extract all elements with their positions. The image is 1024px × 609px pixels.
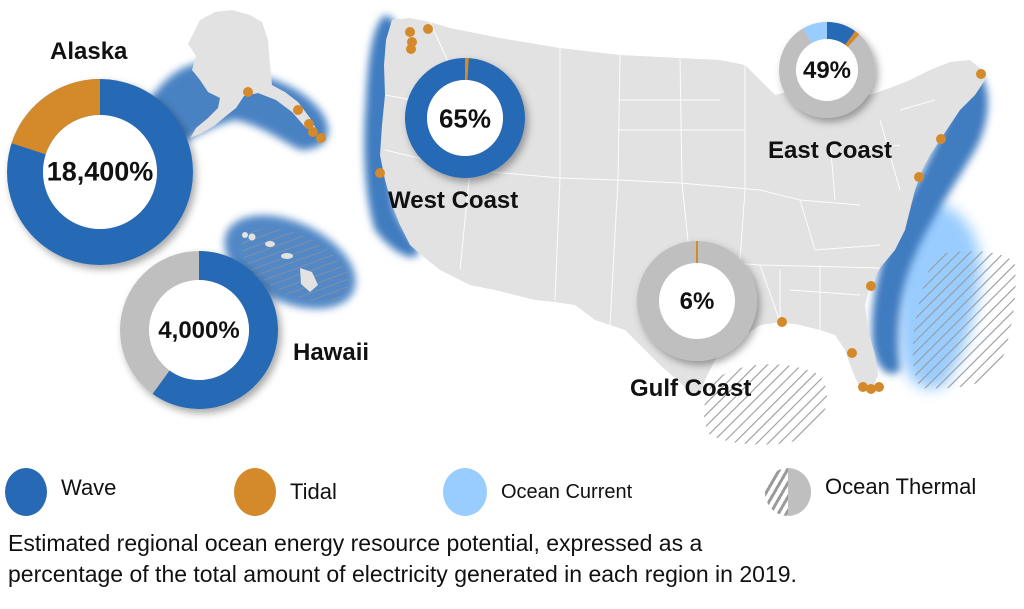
donut-east-coast	[779, 21, 875, 118]
gulf-ocean-thermal-zone	[703, 364, 828, 445]
alaska-value: 18,400%	[46, 156, 154, 187]
donut-west-coast	[405, 58, 525, 178]
wave-swatch-icon	[5, 468, 47, 516]
legend-item-tidal: Tidal	[234, 468, 337, 516]
east-ocean-thermal-zone	[912, 251, 1016, 389]
legend-label-tidal: Tidal	[290, 479, 337, 504]
hawaii-label: Hawaii	[293, 339, 370, 366]
caption-line-2: percentage of the total amount of electr…	[8, 561, 797, 587]
tidal-sites	[243, 24, 986, 394]
ocean-current-swatch-icon	[443, 468, 487, 516]
ocean-thermal-swatch-icon	[765, 468, 811, 516]
donut-alaska	[7, 79, 193, 265]
legend-label-ocean-current: Ocean Current	[501, 480, 633, 503]
tidal-swatch-icon	[234, 468, 276, 516]
east-coast-value: 49%	[802, 57, 852, 84]
west-coast-label: West Coast	[388, 187, 519, 214]
alaska-land	[188, 10, 318, 138]
donut-hawaii	[120, 251, 278, 409]
east-coast-label: East Coast	[768, 137, 893, 164]
donut-gulf-coast	[637, 241, 757, 361]
legend: Wave Tidal Ocean Current Ocean Thermal	[0, 468, 1024, 518]
chart-caption: Estimated regional ocean energy resource…	[8, 528, 1018, 590]
caption-line-1: Estimated regional ocean energy resource…	[8, 530, 703, 556]
legend-item-wave: Wave	[5, 468, 116, 516]
gulf-coast-label: Gulf Coast	[630, 375, 752, 402]
us-ocean-energy-map	[7, 10, 1016, 445]
west-coast-value: 65%	[438, 103, 492, 134]
legend-item-ocean-thermal: Ocean Thermal	[765, 468, 976, 516]
alaska-label: Alaska	[50, 38, 128, 65]
legend-item-ocean-current: Ocean Current	[443, 468, 632, 516]
legend-label-ocean-thermal: Ocean Thermal	[825, 474, 977, 499]
hawaii-value: 4,000%	[158, 317, 240, 344]
gulf-coast-value: 6%	[679, 288, 715, 315]
legend-label-wave: Wave	[61, 475, 117, 500]
